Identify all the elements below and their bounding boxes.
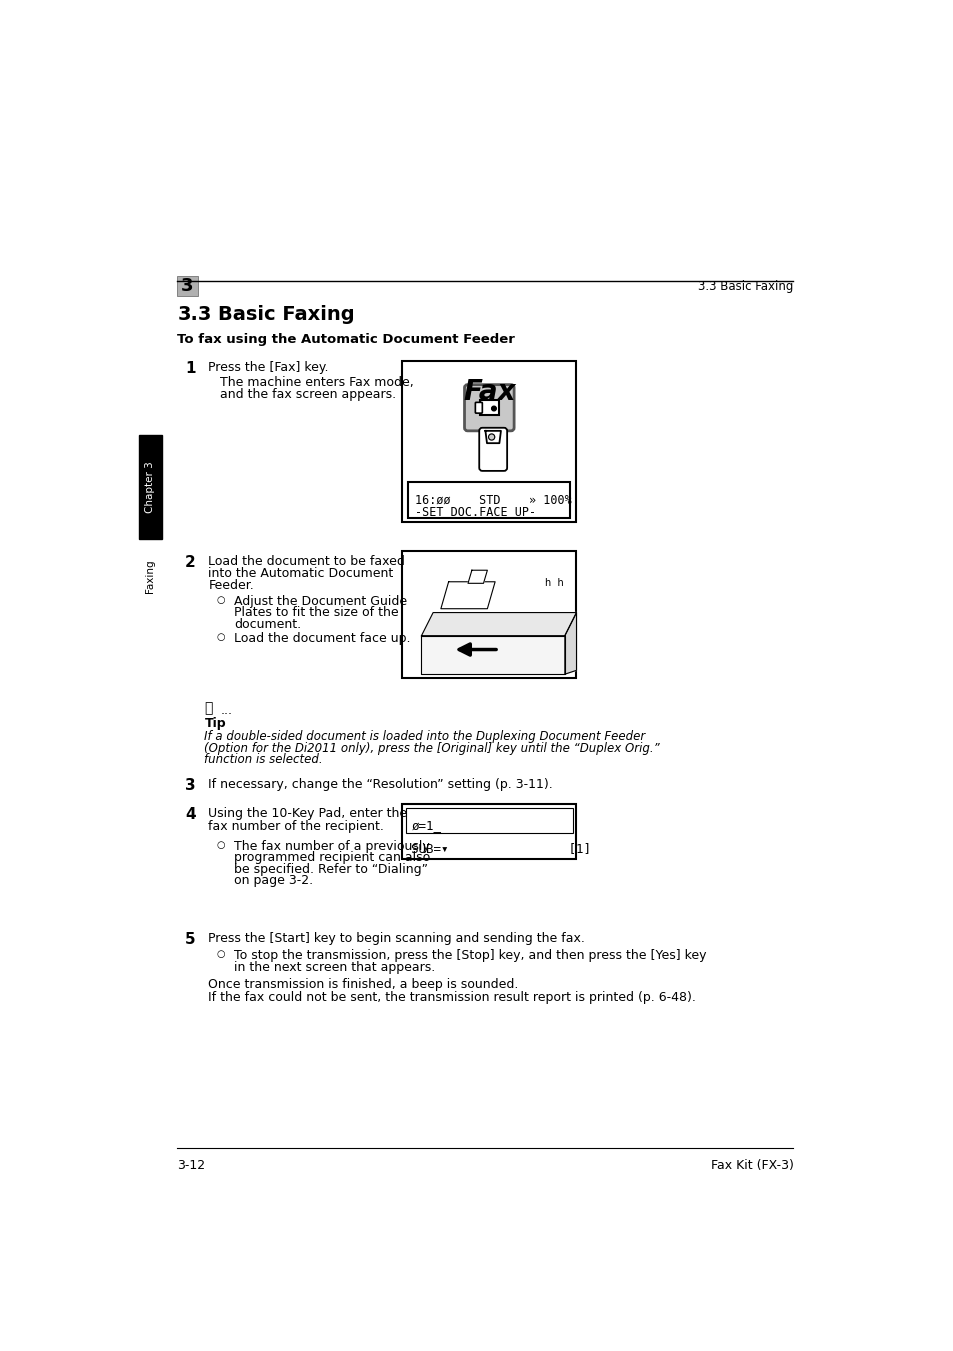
Text: ○: ○ (216, 632, 225, 642)
Text: on page 3-2.: on page 3-2. (233, 874, 313, 888)
Text: To fax using the Automatic Document Feeder: To fax using the Automatic Document Feed… (177, 334, 515, 346)
Text: ○: ○ (216, 840, 225, 850)
Text: 5: 5 (185, 932, 195, 947)
Text: Press the [Fax] key.: Press the [Fax] key. (208, 361, 329, 374)
Polygon shape (564, 612, 576, 674)
Text: Fax Kit (FX-3): Fax Kit (FX-3) (710, 1159, 793, 1173)
Text: 3-12: 3-12 (177, 1159, 205, 1173)
Circle shape (491, 407, 496, 411)
Text: and the fax screen appears.: and the fax screen appears. (220, 389, 395, 401)
Text: Tip: Tip (204, 716, 226, 730)
Text: If the fax could not be sent, the transmission result report is printed (p. 6-48: If the fax could not be sent, the transm… (208, 990, 696, 1004)
Bar (138, 435, 162, 539)
Text: Fax: Fax (462, 378, 515, 405)
Bar (402, 361, 576, 523)
Polygon shape (440, 582, 495, 609)
Text: Chapter 3: Chapter 3 (145, 462, 155, 513)
Text: Feeder.: Feeder. (208, 580, 253, 593)
Polygon shape (468, 570, 487, 584)
Text: If a double-sided document is loaded into the Duplexing Document Feeder: If a double-sided document is loaded int… (204, 731, 645, 743)
Text: document.: document. (233, 617, 301, 631)
Text: SUB=▾                [1]: SUB=▾ [1] (411, 842, 591, 855)
Polygon shape (421, 636, 564, 674)
Text: Once transmission is finished, a beep is sounded.: Once transmission is finished, a beep is… (208, 978, 518, 992)
Text: Adjust the Document Guide: Adjust the Document Guide (233, 594, 407, 608)
Text: If necessary, change the “Resolution” setting (p. 3-11).: If necessary, change the “Resolution” se… (208, 778, 553, 792)
Text: ○: ○ (216, 594, 225, 605)
Text: The fax number of a previously: The fax number of a previously (233, 840, 429, 852)
Text: into the Automatic Document: into the Automatic Document (208, 567, 394, 580)
Text: programmed recipient can also: programmed recipient can also (233, 851, 430, 865)
Text: -SET DOC.FACE UP-: -SET DOC.FACE UP- (415, 505, 535, 519)
Text: 1: 1 (185, 361, 195, 376)
Text: fax number of the recipient.: fax number of the recipient. (208, 820, 384, 832)
Text: ○: ○ (216, 948, 225, 959)
Text: be specified. Refer to “Dialing”: be specified. Refer to “Dialing” (233, 863, 428, 875)
Polygon shape (421, 612, 576, 636)
Bar (406, 808, 572, 832)
Text: ø=1_: ø=1_ (411, 819, 441, 832)
Polygon shape (485, 431, 500, 443)
Text: 3.3 Basic Faxing: 3.3 Basic Faxing (698, 280, 793, 293)
Bar (408, 482, 570, 517)
Text: Press the [Start] key to begin scanning and sending the fax.: Press the [Start] key to begin scanning … (208, 932, 584, 946)
Text: h  h: h h (545, 578, 563, 588)
Bar (479, 400, 498, 416)
Text: To stop the transmission, press the [Stop] key, and then press the [Yes] key: To stop the transmission, press the [Sto… (233, 948, 706, 962)
Text: 2: 2 (185, 555, 195, 570)
Text: Load the document to be faxed: Load the document to be faxed (208, 555, 405, 567)
Bar (177, 276, 197, 296)
Text: ...: ... (220, 704, 233, 717)
Text: Basic Faxing: Basic Faxing (217, 304, 354, 324)
Circle shape (488, 434, 495, 440)
FancyBboxPatch shape (478, 428, 507, 471)
FancyBboxPatch shape (475, 403, 482, 413)
Text: in the next screen that appears.: in the next screen that appears. (233, 961, 435, 974)
Text: 16:øø    STD    » 100%: 16:øø STD » 100% (415, 493, 571, 507)
Text: (Option for the Di2011 only), press the [Original] key until the “Duplex Orig.”: (Option for the Di2011 only), press the … (204, 742, 659, 755)
FancyBboxPatch shape (464, 385, 514, 431)
Text: Using the 10-Key Pad, enter the: Using the 10-Key Pad, enter the (208, 808, 407, 820)
Text: 3: 3 (185, 778, 195, 793)
Text: 3: 3 (181, 277, 193, 295)
Bar (402, 551, 576, 678)
Text: function is selected.: function is selected. (204, 754, 323, 766)
Text: Faxing: Faxing (145, 559, 155, 593)
Text: Load the document face up.: Load the document face up. (233, 632, 410, 644)
Bar (402, 804, 576, 859)
Text: 3.3: 3.3 (177, 304, 212, 324)
Text: 📝: 📝 (204, 701, 213, 715)
Text: 4: 4 (185, 808, 195, 823)
Text: Plates to fit the size of the: Plates to fit the size of the (233, 607, 398, 619)
Text: The machine enters Fax mode,: The machine enters Fax mode, (220, 376, 414, 389)
